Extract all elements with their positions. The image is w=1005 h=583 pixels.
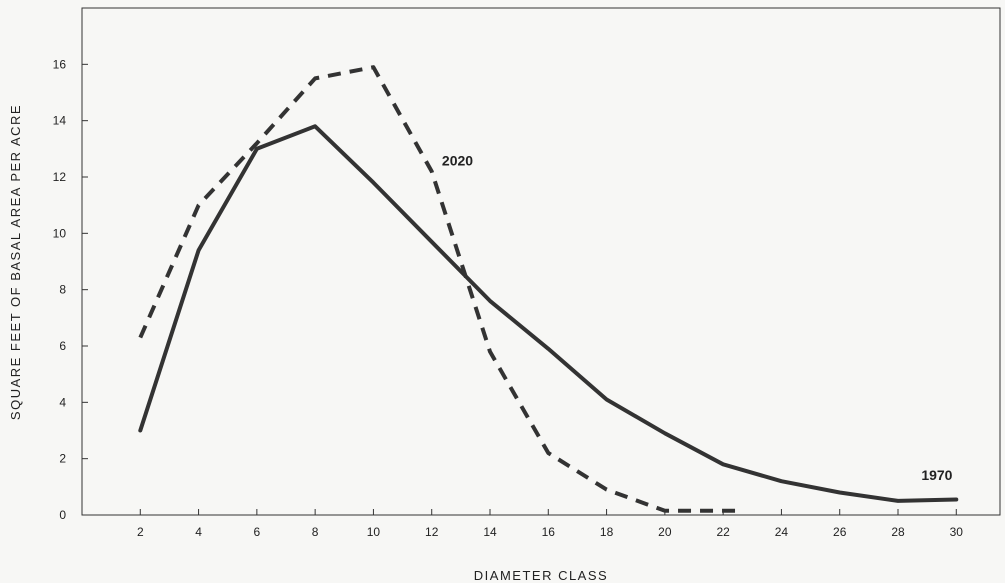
x-tick-label: 12 xyxy=(425,525,439,539)
series-layer xyxy=(138,65,959,513)
x-tick-label: 18 xyxy=(600,525,614,539)
x-tick-label: 26 xyxy=(833,525,847,539)
y-tick-label: 2 xyxy=(59,452,66,466)
y-tick-label: 12 xyxy=(53,170,67,184)
x-tick-label: 30 xyxy=(950,525,964,539)
x-axis-title: DIAMETER CLASS xyxy=(474,568,608,583)
y-tick-label: 6 xyxy=(59,339,66,353)
series-line-1970 xyxy=(138,124,959,503)
x-tick-label: 6 xyxy=(254,525,261,539)
x-tick-label: 16 xyxy=(542,525,556,539)
series-label-1970: 1970 xyxy=(921,467,952,483)
y-tick-label: 8 xyxy=(59,283,66,297)
x-axis-ticks: 2 4 6 8 10 12 14 16 18 20 22 24 26 28 30 xyxy=(137,509,963,539)
x-tick-label: 10 xyxy=(367,525,381,539)
series-line-2020 xyxy=(138,65,741,513)
y-tick-label: 14 xyxy=(53,114,67,128)
x-tick-label: 22 xyxy=(716,525,730,539)
x-tick-label: 14 xyxy=(483,525,497,539)
y-tick-label: 0 xyxy=(59,508,66,522)
y-axis-title: SQUARE FEET OF BASAL AREA PER ACRE xyxy=(8,104,23,420)
series-label-layer: 1970 2020 xyxy=(442,153,953,483)
x-tick-label: 28 xyxy=(891,525,905,539)
y-tick-label: 16 xyxy=(53,57,67,71)
y-axis-ticks: 0 2 4 6 8 10 12 14 16 xyxy=(53,57,88,522)
x-tick-label: 2 xyxy=(137,525,144,539)
x-tick-label: 20 xyxy=(658,525,672,539)
x-tick-label: 24 xyxy=(775,525,789,539)
x-tick-label: 4 xyxy=(195,525,202,539)
y-tick-label: 10 xyxy=(53,226,67,240)
x-tick-label: 8 xyxy=(312,525,319,539)
y-tick-label: 4 xyxy=(59,395,66,409)
plot-frame xyxy=(81,7,1001,516)
series-label-2020: 2020 xyxy=(442,153,473,169)
